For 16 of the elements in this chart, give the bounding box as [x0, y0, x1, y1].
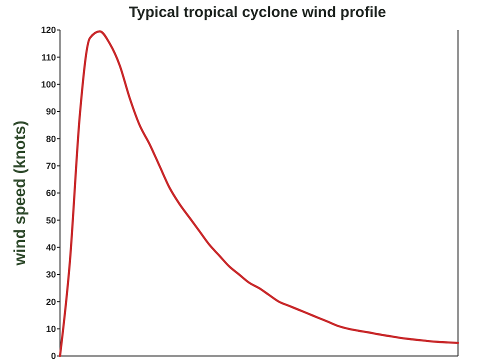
y-tick-label: 0 — [50, 351, 56, 360]
y-tick-label: 70 — [46, 160, 56, 171]
chart-title: Typical tropical cyclone wind profile — [128, 4, 386, 21]
y-tick-label: 10 — [46, 324, 56, 334]
y-tick-label: 30 — [46, 270, 56, 280]
y-tick-label: 100 — [40, 79, 56, 90]
y-tick-label: 80 — [46, 134, 56, 144]
y-tick-label: 110 — [41, 52, 56, 62]
y-axis-title: wind speed (knots) — [12, 120, 29, 266]
y-tick-label: 60 — [46, 188, 56, 198]
y-tick-label: 20 — [46, 296, 56, 307]
y-tick-label: 90 — [46, 106, 56, 117]
line-series — [58, 30, 460, 358]
y-tick-label: 120 — [40, 25, 56, 36]
y-tick-label: 40 — [46, 242, 56, 252]
y-tick-label: 50 — [46, 215, 56, 226]
